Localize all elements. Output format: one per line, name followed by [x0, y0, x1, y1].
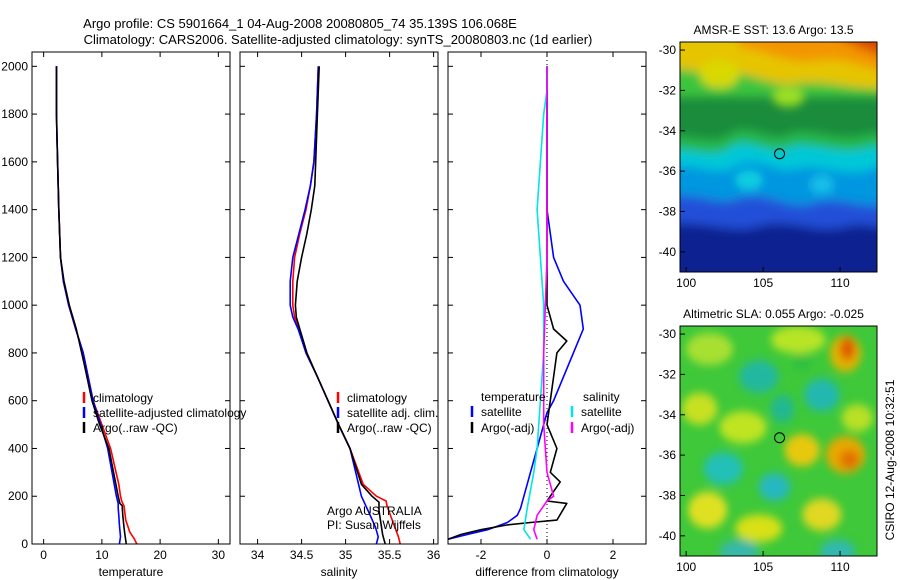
- sla-map-xtick-label: 100: [676, 560, 696, 574]
- temperature-ytick-label: 1200: [1, 250, 28, 264]
- sla-map-ytick-label: -40: [659, 529, 677, 543]
- sst-map-xtick-label: 105: [753, 276, 773, 290]
- credit-text: CSIRO 12-Aug-2008 10:32:51: [883, 379, 897, 540]
- sla-map-image: [680, 326, 877, 556]
- sst-map-ytick-label: -34: [659, 124, 677, 138]
- legend-label-0: satellite: [481, 405, 522, 419]
- difference-xtick-label: 2: [610, 548, 617, 562]
- difference-series-1-line: [447, 66, 568, 540]
- sla-map-ytick-label: -36: [659, 448, 677, 462]
- temperature-xtick-label: 10: [95, 548, 109, 562]
- temperature-ytick-label: 1800: [1, 107, 28, 121]
- temperature-legend-label-0: climatology: [93, 391, 153, 405]
- legend-label-3: Argo(-adj): [581, 421, 634, 435]
- figure-title-line2: Climatology: CARS2006. Satellite-adjuste…: [84, 32, 593, 47]
- temperature-ytick-label: 1600: [1, 155, 28, 169]
- salinity-xtick-label: 34: [251, 548, 265, 562]
- sla-map-ytick-label: -32: [659, 367, 677, 381]
- salinity-xtick-label: 34.5: [290, 548, 314, 562]
- legend-title-salinity: salinity: [583, 390, 620, 404]
- salinity-series-1-line: [289, 66, 380, 545]
- temperature-legend-label-1: satellite-adjusted climatology: [93, 406, 246, 420]
- temperature-series-1-line: [55, 66, 122, 545]
- temperature-panel: 0 10 20 30 0 200 400 600 800 1000 1200 1400 1600 1800…: [1, 51, 246, 579]
- sst-map-ytick-label: -32: [659, 83, 677, 97]
- sla-map-ytick-label: -38: [659, 488, 677, 502]
- temperature-xtick-label: 30: [212, 548, 226, 562]
- sst-map-argo-location-marker: [774, 148, 786, 160]
- map-images: [680, 42, 877, 556]
- sst-map-title: AMSR-E SST: 13.6 Argo: 13.5: [693, 23, 853, 37]
- sla-map-frame: [679, 325, 878, 557]
- temperature-xtick-label: 0: [40, 548, 47, 562]
- difference-series-0-line: [447, 66, 585, 540]
- plot-layer: 0 10 20 30020040060080010001200140016001800…: [1, 23, 878, 579]
- sla-map-title: Altimetric SLA: 0.055 Argo: -0.025: [683, 307, 864, 321]
- sst-map-ytick-label: -30: [659, 43, 677, 57]
- salinity-legend-label-2: Argo(..raw -QC): [347, 421, 432, 435]
- temperature-ytick-label: 600: [8, 394, 28, 408]
- sla-map-ytick-label: -30: [659, 327, 677, 341]
- sst-map-image: [680, 42, 877, 272]
- sla-map-xtick-label: 105: [753, 560, 773, 574]
- temperature-ytick-label: 1000: [1, 298, 28, 312]
- sla-map-ytick-label: -34: [659, 408, 677, 422]
- salinity-plot-frame: [239, 51, 439, 545]
- salinity-xtick-label: 35: [339, 548, 353, 562]
- sst-map-xtick-label: 110: [830, 276, 849, 290]
- sst-map-ytick-label: -36: [659, 164, 677, 178]
- difference-series-3-line: [532, 66, 555, 540]
- legend-title-temperature: temperature: [481, 390, 546, 404]
- salinity-xtick-label: 36: [427, 548, 441, 562]
- temperature-ytick-label: 1400: [1, 203, 28, 217]
- sst-map-panel: AMSR-E SST: 13.6 Argo: 13.5 100 105 110 -30 -…: [659, 23, 878, 290]
- salinity-legend-label-0: climatology: [347, 391, 407, 405]
- annotation-line-0: Argo AUSTRALIA: [327, 504, 422, 518]
- salinity-series-0-line: [291, 66, 401, 545]
- temperature-ytick-label: 2000: [1, 59, 28, 73]
- temperature-ytick-label: 0: [21, 537, 28, 551]
- sst-map-xtick-label: 100: [676, 276, 696, 290]
- salinity-legend-label-1: satellite adj. clim.: [347, 406, 438, 420]
- figure-title-line1: Argo profile: CS 5901664_1 04-Aug-2008 2…: [83, 16, 517, 31]
- difference-panel: -2 0 2 difference from climatology temperatu…: [447, 51, 647, 579]
- temperature-series-2-line: [55, 66, 128, 545]
- difference-xlabel: difference from climatology: [475, 565, 618, 579]
- annotation-line-1: PI: Susan Wijffels: [327, 518, 421, 532]
- difference-xtick-label: 0: [544, 548, 551, 562]
- temperature-xlabel: temperature: [99, 565, 164, 579]
- salinity-xlabel: salinity: [321, 565, 358, 579]
- legend-label-2: satellite: [581, 405, 622, 419]
- temperature-ytick-label: 800: [8, 346, 28, 360]
- sst-map-ytick-label: -38: [659, 204, 677, 218]
- salinity-series-2-line: [294, 66, 386, 545]
- difference-xtick-label: -2: [476, 548, 487, 562]
- legend-label-1: Argo(-adj): [481, 421, 534, 435]
- sst-map-ytick-label: -40: [659, 245, 677, 259]
- salinity-xtick-label: 35.5: [378, 548, 402, 562]
- temperature-xtick-label: 20: [153, 548, 167, 562]
- temperature-plot-frame: [31, 51, 231, 545]
- difference-series-2-line: [523, 66, 548, 540]
- sla-map-xtick-label: 110: [830, 560, 849, 574]
- sst-map-frame: [679, 41, 878, 273]
- temperature-legend-label-2: Argo(..raw -QC): [93, 421, 178, 435]
- salinity-panel: 34 34.5 35 35.5 36 salinity climatologysatelli…: [239, 51, 441, 579]
- sla-map-argo-location-marker: [774, 432, 786, 444]
- temperature-ytick-label: 400: [8, 441, 28, 455]
- temperature-ytick-label: 200: [8, 489, 28, 503]
- sla-map-panel: Altimetric SLA: 0.055 Argo: -0.025 100 105…: [659, 307, 878, 574]
